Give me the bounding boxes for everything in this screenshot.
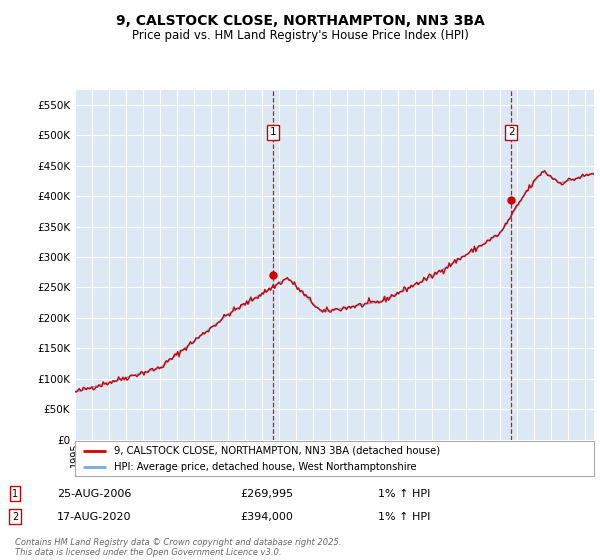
Text: Contains HM Land Registry data © Crown copyright and database right 2025.
This d: Contains HM Land Registry data © Crown c… [15,538,341,557]
Text: 17-AUG-2020: 17-AUG-2020 [57,512,131,522]
Text: HPI: Average price, detached house, West Northamptonshire: HPI: Average price, detached house, West… [114,461,416,472]
Text: 2: 2 [508,127,514,137]
Text: 1: 1 [12,489,18,499]
Text: 25-AUG-2006: 25-AUG-2006 [57,489,131,499]
Text: 1: 1 [270,127,277,137]
Text: 2: 2 [12,512,18,522]
Text: 9, CALSTOCK CLOSE, NORTHAMPTON, NN3 3BA (detached house): 9, CALSTOCK CLOSE, NORTHAMPTON, NN3 3BA … [114,446,440,456]
Text: £394,000: £394,000 [240,512,293,522]
Text: 9, CALSTOCK CLOSE, NORTHAMPTON, NN3 3BA: 9, CALSTOCK CLOSE, NORTHAMPTON, NN3 3BA [116,14,484,28]
Text: Price paid vs. HM Land Registry's House Price Index (HPI): Price paid vs. HM Land Registry's House … [131,29,469,42]
Text: £269,995: £269,995 [240,489,293,499]
Text: 1% ↑ HPI: 1% ↑ HPI [378,489,430,499]
Text: 1% ↑ HPI: 1% ↑ HPI [378,512,430,522]
